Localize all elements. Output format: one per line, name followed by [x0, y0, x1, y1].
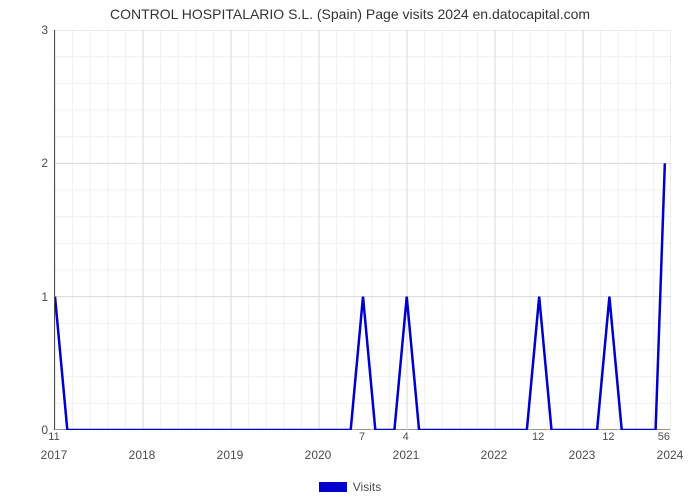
value-label: 4: [403, 431, 409, 443]
y-tick-label: 1: [4, 290, 48, 304]
minor-gridlines: [55, 30, 671, 430]
value-label: 56: [658, 431, 670, 443]
value-label: 7: [359, 431, 365, 443]
x-tick-label: 2019: [217, 448, 244, 462]
chart-container: CONTROL HOSPITALARIO S.L. (Spain) Page v…: [0, 0, 700, 500]
legend-label: Visits: [353, 480, 381, 494]
value-label: 11: [48, 431, 59, 443]
x-tick-label: 2018: [129, 448, 156, 462]
x-tick-label: 2022: [481, 448, 508, 462]
x-tick-label: 2023: [569, 448, 596, 462]
legend: Visits: [0, 479, 700, 494]
plot-svg: [55, 30, 671, 430]
x-tick-label: 2020: [305, 448, 332, 462]
legend-swatch: [319, 482, 347, 492]
value-label: 12: [532, 431, 544, 443]
value-label: 12: [602, 431, 614, 443]
y-tick-label: 2: [4, 156, 48, 170]
x-tick-label: 2021: [393, 448, 420, 462]
chart-title: CONTROL HOSPITALARIO S.L. (Spain) Page v…: [0, 6, 700, 22]
major-gridlines: [55, 30, 671, 430]
x-tick-label: 2017: [41, 448, 68, 462]
y-tick-label: 3: [4, 23, 48, 37]
x-tick-label: 2024: [657, 448, 684, 462]
y-tick-label: 0: [4, 423, 48, 437]
plot-area: [54, 30, 670, 430]
